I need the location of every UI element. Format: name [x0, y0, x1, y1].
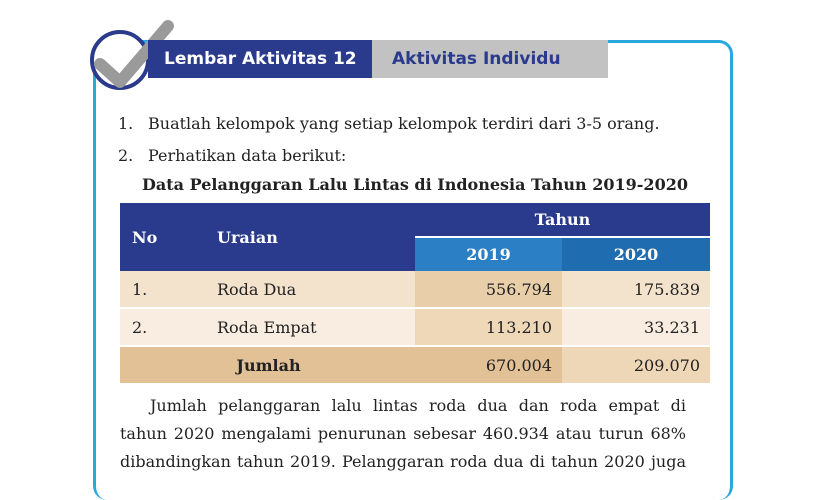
list-item: 2. Perhatikan data berikut:	[118, 140, 660, 172]
list-item: 1. Buatlah kelompok yang setiap kelompok…	[118, 108, 660, 140]
cell-no: 1.	[120, 271, 205, 308]
list-text: Perhatikan data berikut:	[148, 146, 347, 165]
checkmark-badge	[90, 20, 174, 90]
cell-2019: 113.210	[415, 307, 562, 346]
activity-label: Lembar Aktivitas 12	[148, 40, 372, 78]
instruction-list: 1. Buatlah kelompok yang setiap kelompok…	[118, 108, 660, 172]
cell-no: 2.	[120, 307, 205, 346]
table-total-row: Jumlah 670.004 209.070	[120, 345, 710, 383]
cell-uraian: Roda Dua	[205, 271, 415, 308]
list-number: 1.	[118, 114, 134, 133]
total-2019: 670.004	[415, 345, 562, 383]
table-caption: Data Pelanggaran Lalu Lintas di Indonesi…	[142, 175, 688, 194]
header-tahun: Tahun	[415, 203, 710, 238]
cell-2020: 175.839	[562, 271, 710, 308]
paragraph-line: Jumlah pelanggaran lalu lintas roda dua …	[150, 396, 686, 415]
activity-title-bar: Lembar Aktivitas 12 Aktivitas Individu	[148, 40, 608, 78]
table-row: 2. Roda Empat 113.210 33.231	[120, 307, 710, 346]
total-2020: 209.070	[562, 345, 710, 383]
activity-type: Aktivitas Individu	[372, 40, 608, 78]
cell-2020: 33.231	[562, 307, 710, 346]
cell-uraian: Roda Empat	[205, 307, 415, 346]
header-uraian: Uraian	[205, 203, 415, 271]
header-no: No	[120, 203, 205, 271]
list-text: Buatlah kelompok yang setiap kelompok te…	[148, 114, 660, 133]
paragraph-line: dibandingkan tahun 2019. Pelanggaran rod…	[120, 452, 686, 471]
violation-table: No Uraian Tahun 2019 2020 1. Roda Dua 55…	[120, 203, 710, 383]
cell-2019: 556.794	[415, 271, 562, 308]
header-2019: 2019	[415, 237, 562, 271]
explanation-paragraph: Jumlah pelanggaran lalu lintas roda dua …	[120, 392, 686, 476]
list-number: 2.	[118, 146, 134, 165]
paragraph-line: tahun 2020 mengalami penurunan sebesar 4…	[120, 424, 686, 443]
header-2020: 2020	[562, 237, 710, 271]
table-row: 1. Roda Dua 556.794 175.839	[120, 271, 710, 308]
total-label: Jumlah	[120, 345, 415, 383]
